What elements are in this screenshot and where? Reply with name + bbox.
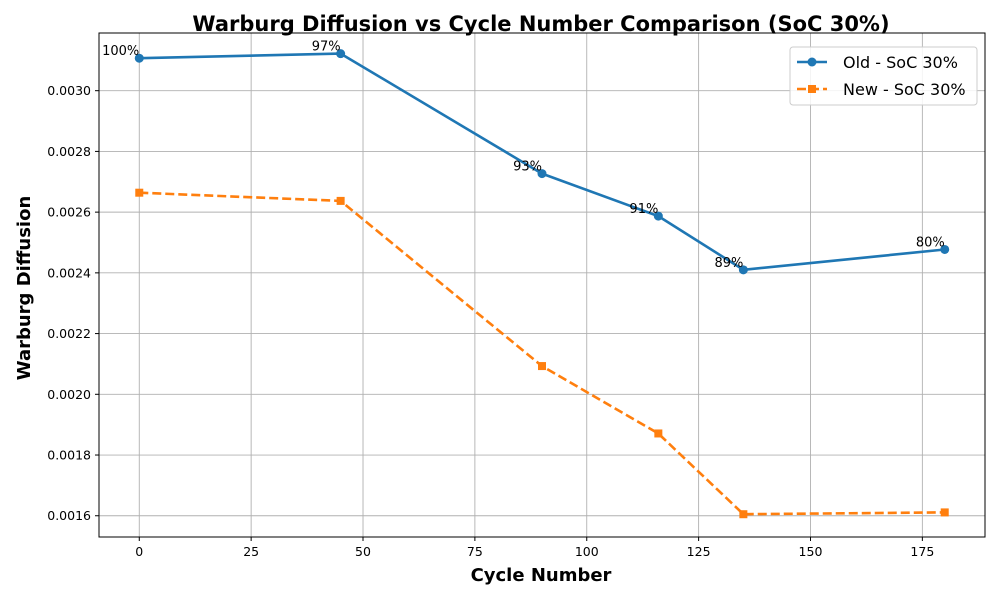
series-layer	[134, 49, 950, 519]
series-line-1	[139, 191, 945, 516]
data-point	[336, 196, 345, 205]
axis-ticks: 0 25 50 75 100 125 150 175 0.0016 0.0018 0.0020 0.0…	[47, 83, 934, 559]
data-point	[940, 244, 950, 254]
chart-title: Warburg Diffusion vs Cycle Number Compar…	[192, 12, 889, 36]
point-annotation: 80%	[916, 235, 945, 250]
legend-label-old: Old - SoC 30%	[843, 53, 958, 72]
data-point	[940, 508, 949, 517]
legend-label-new: New - SoC 30%	[843, 80, 966, 99]
data-point	[653, 211, 663, 221]
data-point	[537, 169, 547, 179]
data-point	[336, 49, 346, 59]
grid	[99, 33, 985, 537]
y-tick-label: 0.0016	[47, 508, 91, 523]
x-tick-label: 50	[355, 544, 371, 559]
series-line-0	[139, 52, 945, 272]
annotations: 100% 97% 93% 91% 89% 80%	[102, 40, 945, 271]
x-tick-label: 0	[135, 544, 143, 559]
data-point	[134, 53, 144, 63]
data-point	[135, 188, 144, 197]
point-annotation: 97%	[312, 40, 341, 55]
point-annotation: 93%	[513, 160, 542, 175]
data-point	[738, 265, 748, 275]
y-tick-label: 0.0028	[47, 144, 91, 159]
plot-frame	[98, 32, 986, 538]
x-axis-label: Cycle Number	[471, 565, 612, 586]
y-tick-label: 0.0022	[47, 326, 91, 341]
y-tick-label: 0.0020	[47, 387, 91, 402]
y-tick-label: 0.0026	[47, 205, 91, 220]
data-point	[739, 510, 748, 519]
x-tick-label: 25	[243, 544, 259, 559]
y-tick-label: 0.0024	[47, 265, 91, 280]
point-annotation: 100%	[102, 44, 139, 59]
legend-marker-old	[807, 57, 817, 67]
point-annotation: 91%	[629, 202, 658, 217]
data-point	[538, 362, 546, 371]
x-tick-label: 175	[910, 544, 934, 559]
point-annotation: 89%	[714, 256, 743, 271]
y-axis-label: Warburg Diffusion	[14, 196, 35, 381]
y-tick-label: 0.0030	[47, 83, 91, 98]
y-tick-label: 0.0018	[47, 448, 91, 463]
legend-frame	[789, 46, 978, 106]
x-tick-label: 125	[687, 544, 711, 559]
legend: Old - SoC 30% New - SoC 30%	[789, 46, 978, 106]
x-tick-label: 75	[467, 544, 483, 559]
x-tick-label: 150	[799, 544, 823, 559]
data-point	[654, 429, 663, 438]
x-tick-label: 100	[575, 544, 599, 559]
legend-marker-new	[808, 85, 816, 93]
